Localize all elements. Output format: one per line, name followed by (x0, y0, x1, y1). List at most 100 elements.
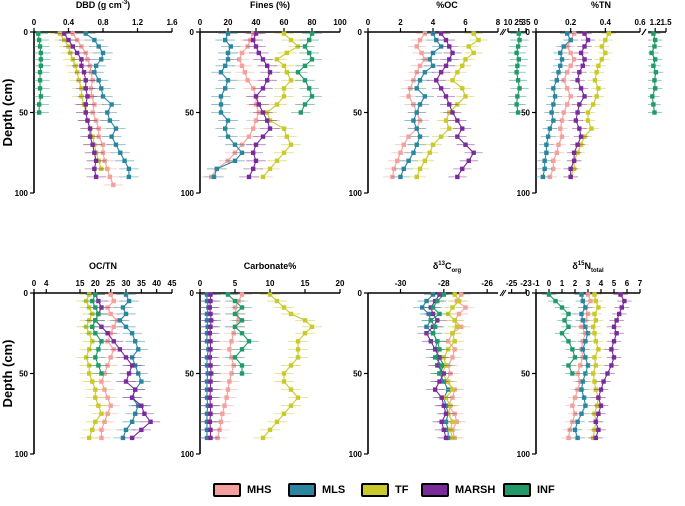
data-point (251, 37, 256, 43)
data-point (246, 339, 252, 344)
data-point (542, 166, 547, 172)
data-point (36, 37, 42, 43)
x-tick-label: 2 (398, 18, 403, 27)
data-point (514, 102, 519, 107)
data-point (553, 298, 558, 304)
data-point (214, 166, 219, 172)
x-tick-label: 1 (560, 279, 565, 288)
panel-tn: %TN 0 0.2 0.4 0.6 1.2 1.5 0 50 100 (517, 0, 672, 198)
data-point (281, 86, 287, 91)
data-point (239, 318, 245, 323)
data-point (558, 50, 563, 56)
data-point (593, 339, 598, 344)
data-point (302, 102, 308, 107)
y-tick-label: 50 (19, 370, 28, 379)
data-point (559, 118, 565, 123)
legend: MHS MLS TF MARSH INF (213, 483, 555, 501)
data-point (391, 166, 397, 172)
data-point (443, 411, 449, 416)
data-point (401, 142, 406, 147)
data-point (432, 387, 438, 392)
panel-title: %OC (436, 0, 458, 10)
data-point (220, 411, 225, 416)
data-point (139, 379, 144, 384)
y-tick-label: 50 (521, 109, 530, 118)
data-point (592, 355, 597, 360)
x-tick-label: -26 (481, 279, 493, 288)
axis-break-mark (499, 28, 505, 36)
data-point (544, 150, 549, 155)
data-point (288, 363, 294, 368)
data-point (232, 298, 238, 304)
data-point (267, 166, 273, 172)
data-point (652, 110, 657, 115)
data-point (580, 63, 585, 69)
data-point (568, 37, 573, 43)
data-point (437, 347, 442, 352)
data-point (422, 158, 428, 163)
data-point (90, 142, 95, 147)
data-point (307, 50, 312, 56)
data-point (123, 355, 129, 360)
y-tick-label: 50 (353, 370, 362, 379)
data-point (447, 126, 452, 131)
data-point (302, 44, 308, 49)
data-point (434, 37, 439, 43)
data-point (251, 126, 256, 131)
data-point (438, 134, 444, 139)
data-point (85, 94, 90, 99)
data-point (111, 298, 116, 304)
data-point (592, 78, 598, 83)
data-point (417, 102, 423, 107)
data-point (123, 427, 129, 433)
data-point (36, 31, 41, 36)
data-point (450, 78, 455, 83)
data-point (551, 158, 556, 163)
data-point (609, 363, 614, 368)
data-point (37, 44, 43, 49)
data-point (583, 403, 588, 408)
data-point (591, 371, 596, 376)
data-point (463, 57, 468, 62)
data-point (430, 63, 436, 69)
data-point (38, 57, 44, 62)
data-point (302, 78, 308, 83)
data-point (562, 318, 567, 323)
data-point (129, 395, 135, 400)
data-point (516, 31, 521, 36)
data-point (471, 150, 476, 155)
data-point (83, 31, 88, 36)
series-line-inf (227, 294, 250, 374)
data-point (514, 50, 519, 56)
data-point (591, 102, 596, 107)
data-point (288, 37, 294, 43)
data-point (565, 31, 570, 36)
data-point (559, 134, 565, 139)
data-point (544, 142, 549, 147)
data-point (578, 86, 584, 91)
data-point (99, 86, 104, 91)
data-point (650, 94, 655, 99)
data-point (223, 86, 228, 91)
y-tick-label: 50 (521, 370, 530, 379)
data-point (126, 298, 132, 304)
data-point (549, 110, 554, 115)
data-point (232, 355, 238, 360)
data-point (437, 379, 442, 384)
legend-item: TF (361, 483, 408, 497)
panel-fines: Fines (%) 0 20 40 60 80 100 0 50 100 (181, 0, 348, 198)
x-tick-label: 20 (336, 279, 345, 288)
data-point (253, 44, 259, 49)
data-point (622, 298, 627, 304)
data-point (207, 419, 212, 424)
data-point (406, 158, 411, 163)
data-point (123, 292, 129, 297)
x-tick-label: 0 (32, 279, 37, 288)
data-point (99, 435, 104, 441)
data-point (227, 379, 232, 384)
axis-break-mark (501, 289, 507, 297)
x-tick-label: 1.6 (166, 18, 178, 27)
data-point (565, 102, 570, 107)
legend-swatch-mhs (213, 483, 241, 497)
